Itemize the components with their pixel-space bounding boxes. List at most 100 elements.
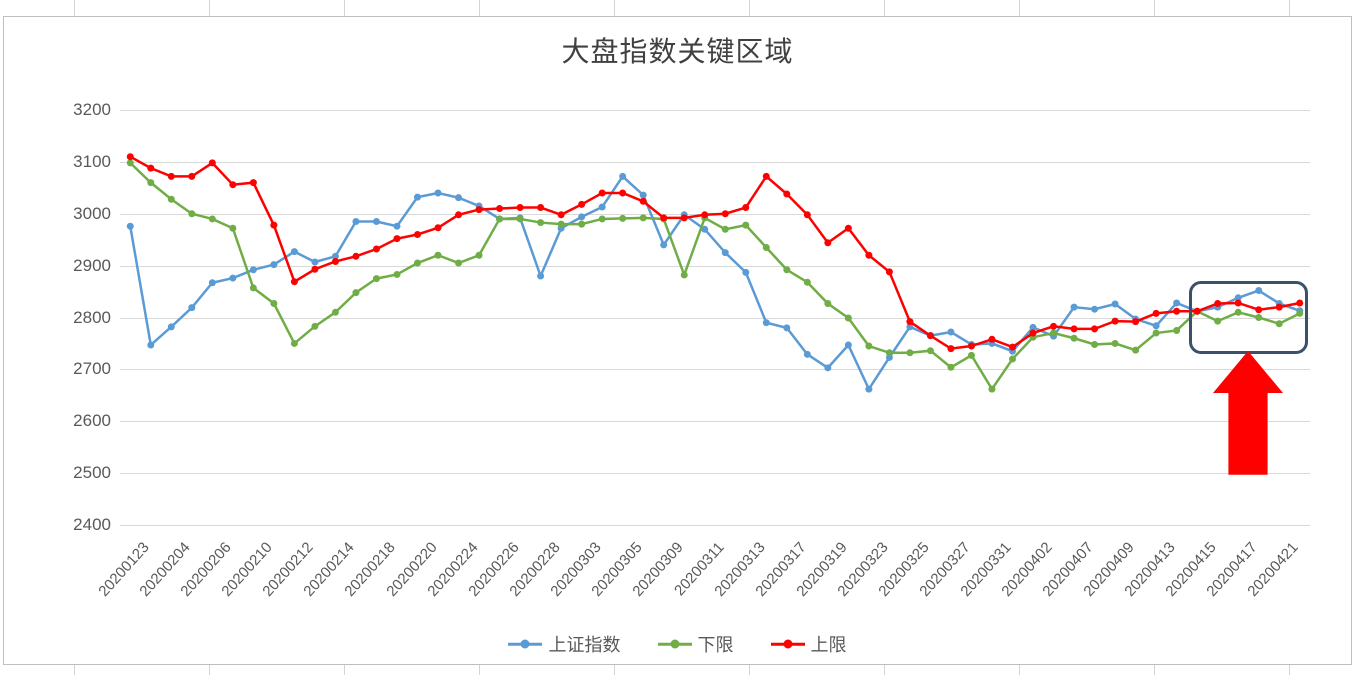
series-marker — [476, 252, 483, 259]
series-line — [130, 176, 1299, 389]
series-marker — [640, 214, 647, 221]
series-marker — [578, 201, 585, 208]
series-marker — [209, 159, 216, 166]
plot-area — [120, 110, 1310, 525]
series-marker — [435, 224, 442, 231]
legend-swatch-series3 — [771, 637, 805, 651]
series-marker — [783, 324, 790, 331]
series-marker — [1112, 301, 1119, 308]
series-marker — [393, 271, 400, 278]
legend-label-series1: 上证指数 — [548, 631, 620, 657]
spreadsheet-cell-border — [1290, 665, 1355, 675]
y-tick-label: 3000 — [51, 204, 111, 224]
series-marker — [763, 244, 770, 251]
series-marker — [865, 343, 872, 350]
series-marker — [1009, 356, 1016, 363]
series-marker — [783, 191, 790, 198]
series-marker — [291, 248, 298, 255]
series-marker — [1091, 341, 1098, 348]
series-marker — [1173, 327, 1180, 334]
series-marker — [311, 323, 318, 330]
spreadsheet-cell-border — [1020, 665, 1155, 675]
spreadsheet-cell-border — [885, 665, 1020, 675]
series-marker — [619, 215, 626, 222]
series-marker — [1071, 335, 1078, 342]
series-marker — [250, 284, 257, 291]
callout-highlight-box — [1189, 281, 1308, 354]
series-marker — [927, 332, 934, 339]
spreadsheet-cell-border — [345, 665, 480, 675]
spreadsheet-grid-top — [0, 0, 1355, 16]
series-marker — [435, 252, 442, 259]
y-tick-label: 2900 — [51, 256, 111, 276]
series-marker — [1173, 299, 1180, 306]
series-marker — [988, 336, 995, 343]
gridline — [120, 525, 1310, 526]
series-marker — [947, 345, 954, 352]
series-marker — [1050, 323, 1057, 330]
spreadsheet-cell-border — [750, 665, 885, 675]
series-marker — [578, 213, 585, 220]
series-marker — [599, 215, 606, 222]
legend-item-series2: 下限 — [658, 631, 734, 657]
spreadsheet-cell-border — [750, 0, 885, 16]
series-marker — [1071, 325, 1078, 332]
chart-title: 大盘指数关键区域 — [0, 30, 1355, 70]
series-marker — [1173, 308, 1180, 315]
series-marker — [578, 221, 585, 228]
series-marker — [1112, 318, 1119, 325]
series-marker — [209, 215, 216, 222]
series-marker — [1112, 340, 1119, 347]
series-marker — [886, 349, 893, 356]
legend: 上证指数 下限 上限 — [0, 631, 1355, 657]
series-marker — [681, 214, 688, 221]
series-marker — [619, 173, 626, 180]
series-marker — [845, 225, 852, 232]
spreadsheet-cell-border — [1020, 0, 1155, 16]
series-marker — [455, 194, 462, 201]
series-marker — [229, 181, 236, 188]
series-marker — [804, 211, 811, 218]
y-tick-label: 2700 — [51, 359, 111, 379]
spreadsheet-grid-bottom — [0, 665, 1355, 675]
series-marker — [1009, 344, 1016, 351]
series-marker — [537, 273, 544, 280]
spreadsheet-cell-border — [480, 0, 615, 16]
series-marker — [1071, 304, 1078, 311]
series-marker — [229, 225, 236, 232]
series-marker — [742, 269, 749, 276]
series-marker — [168, 323, 175, 330]
series-marker — [352, 218, 359, 225]
series-marker — [537, 219, 544, 226]
series-marker — [332, 258, 339, 265]
legend-label-series2: 下限 — [698, 631, 734, 657]
spreadsheet-cell-border — [885, 0, 1020, 16]
arrow-shape — [1213, 351, 1283, 475]
spreadsheet-cell-border — [1155, 665, 1290, 675]
spreadsheet-cell-border — [0, 0, 75, 16]
series-marker — [270, 261, 277, 268]
series-marker — [352, 289, 359, 296]
series-marker — [373, 246, 380, 253]
series-marker — [393, 235, 400, 242]
spreadsheet-cell-border — [210, 665, 345, 675]
series-marker — [947, 329, 954, 336]
series-marker — [906, 349, 913, 356]
series-marker — [1153, 322, 1160, 329]
series-line — [130, 157, 1299, 349]
series-marker — [291, 278, 298, 285]
series-marker — [660, 241, 667, 248]
series-marker — [270, 300, 277, 307]
series-marker — [783, 266, 790, 273]
series-marker — [476, 206, 483, 213]
spreadsheet-cell-border — [0, 665, 75, 675]
series-marker — [188, 173, 195, 180]
callout-arrow — [1213, 351, 1283, 475]
series-marker — [455, 211, 462, 218]
series-marker — [147, 165, 154, 172]
series-marker — [188, 210, 195, 217]
series-marker — [414, 194, 421, 201]
series-marker — [1153, 330, 1160, 337]
series-marker — [927, 347, 934, 354]
series-marker — [352, 253, 359, 260]
